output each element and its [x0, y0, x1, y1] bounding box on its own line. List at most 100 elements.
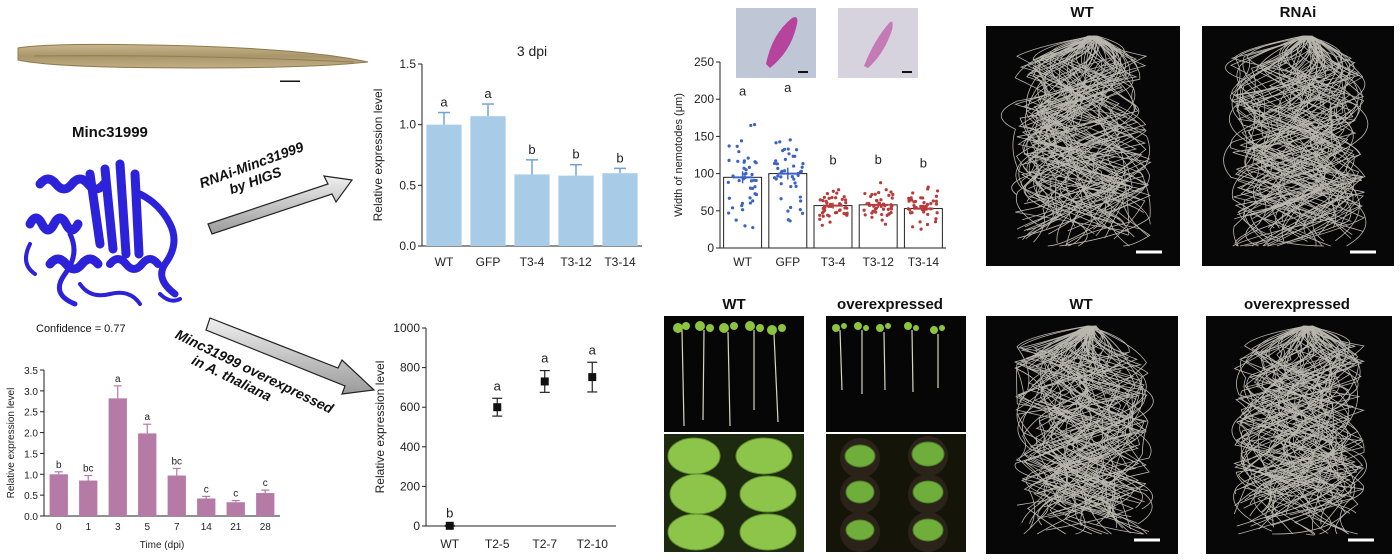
data-point: [831, 189, 835, 193]
data-point: [929, 201, 933, 206]
root-strand: [1238, 325, 1345, 516]
data-point: [778, 140, 782, 144]
data-point: [743, 172, 747, 176]
y-tick-label: 0.0: [24, 512, 38, 523]
root-strand: [1278, 35, 1361, 217]
root-strand: [1049, 325, 1134, 535]
plant-seedlings-overexpressed: [826, 316, 966, 432]
chart-title: 3 dpi: [517, 43, 547, 59]
root-strand: [1042, 325, 1113, 510]
significance-letter: b: [616, 150, 623, 165]
root-strand: [1022, 35, 1116, 209]
root-strand: [1258, 325, 1321, 530]
data-point: [884, 188, 888, 192]
data-point: [775, 162, 779, 166]
data-point: [844, 198, 848, 202]
root-mass: [1231, 325, 1367, 536]
y-tick-label: 1.5: [399, 57, 416, 71]
y-tick-label: 3.0: [24, 387, 38, 398]
root-strand: [1252, 35, 1355, 201]
data-point: [787, 152, 791, 156]
x-tick-label: T3-4: [821, 255, 846, 269]
data-point: [750, 172, 754, 177]
data-point: [751, 225, 755, 230]
data-point: [726, 180, 730, 184]
x-tick-label: T2-10: [577, 537, 609, 551]
significance-letter: b: [528, 142, 535, 157]
root-mass: [1013, 325, 1154, 535]
y-tick-label: 250: [694, 55, 714, 69]
x-tick-label: 0: [56, 522, 62, 533]
root-strand: [1061, 325, 1128, 501]
data-point: [887, 193, 891, 197]
significance-letter: c: [233, 489, 238, 500]
data-point: [753, 185, 757, 189]
root-strand: [1235, 35, 1349, 210]
root-strand: [1240, 325, 1352, 504]
overexp-expression-chart: 0 200 400 600 800 1000 Relative expression lev…: [373, 321, 616, 551]
data-point: [800, 211, 805, 215]
root-photo-rnai: [1202, 26, 1394, 266]
data-point: [880, 218, 884, 222]
bar: [197, 498, 216, 516]
data-point: [735, 144, 739, 148]
data-point: [844, 201, 848, 205]
root-strand: [1023, 35, 1113, 232]
y-tick-label: 200: [400, 479, 420, 493]
root-label-rnai: RNAi: [1279, 4, 1317, 21]
root-strand: [1240, 325, 1332, 534]
data-point: [786, 209, 790, 213]
significance-letter: b: [572, 147, 579, 162]
root-strand: [1019, 325, 1147, 492]
significance-letter: a: [440, 95, 448, 110]
y-tick-label: 50: [701, 204, 715, 218]
data-point: [789, 205, 793, 210]
data-point: [748, 201, 752, 205]
data-point: [798, 195, 802, 199]
data-point: [776, 174, 780, 178]
data-point: [918, 220, 922, 224]
root-strand: [1017, 325, 1153, 510]
root-photo-wt-bottom: [986, 316, 1178, 554]
data-point: [863, 213, 867, 217]
significance-letter: a: [589, 342, 597, 357]
data-point: [926, 212, 930, 217]
root-strand: [1237, 35, 1346, 222]
root-strand: [1301, 35, 1360, 242]
data-point: [827, 196, 831, 200]
x-tick-label: 28: [260, 522, 272, 533]
data-point: [925, 222, 930, 227]
root-strand: [1016, 35, 1135, 189]
root-strand: [1043, 35, 1150, 212]
x-tick-label: T3-14: [908, 255, 940, 269]
data-point: [794, 184, 798, 188]
x-tick-label: GFP: [476, 255, 501, 269]
root-strand: [1234, 35, 1366, 247]
data-point: [743, 224, 747, 228]
data-point: [824, 199, 828, 203]
root-strand: [1018, 35, 1116, 203]
x-tick-label: T3-14: [604, 255, 636, 269]
root-strand: [1026, 325, 1123, 503]
x-tick-label: WT: [435, 255, 454, 269]
y-tick-label: 400: [400, 440, 420, 454]
data-point: [912, 200, 916, 204]
data-point: [737, 178, 741, 183]
root-label-wt-bottom: WT: [1069, 296, 1093, 313]
data-point: [840, 197, 844, 202]
y-tick-label: 800: [400, 361, 420, 375]
data-point: [869, 194, 873, 199]
plant-label-wt: WT: [722, 296, 746, 313]
data-point: [786, 218, 790, 222]
root-strand: [1261, 325, 1313, 528]
bar: [79, 480, 98, 516]
data-point: [830, 195, 834, 200]
data-point: [881, 207, 886, 211]
significance-letter: a: [541, 351, 549, 366]
root-strand: [1028, 35, 1133, 187]
root-strand: [1231, 35, 1322, 229]
y-tick-label: 150: [694, 129, 714, 143]
data-point: [825, 191, 830, 196]
root-strand: [1246, 35, 1324, 229]
data-point: [822, 195, 826, 199]
